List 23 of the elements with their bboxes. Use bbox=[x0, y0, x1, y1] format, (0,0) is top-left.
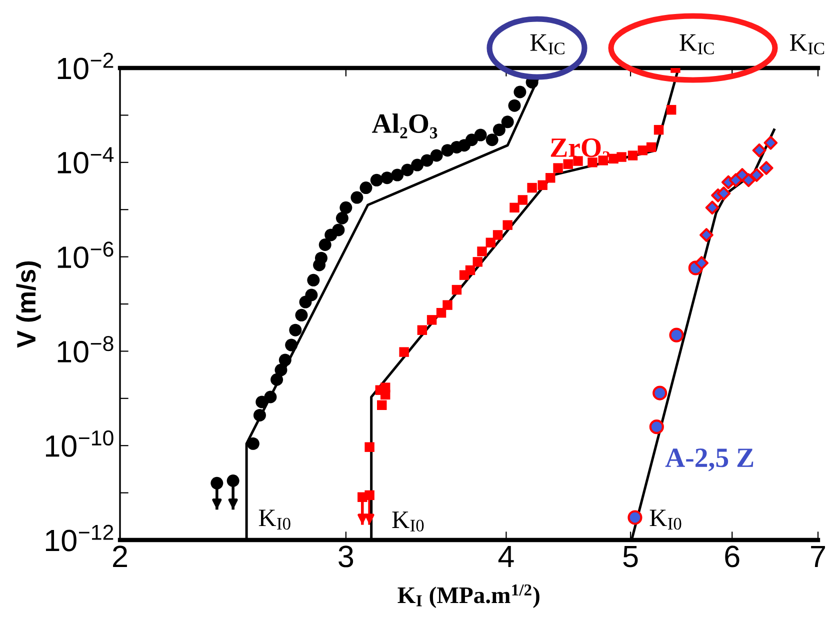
x-tick-label: 2 bbox=[113, 546, 127, 568]
y-tick-label: 10$^{−12}$ bbox=[46, 524, 114, 552]
annotation: K$_{I0}$ bbox=[650, 510, 682, 530]
series-label: A-2,5 Z bbox=[665, 448, 754, 472]
x-tick-label: 5 bbox=[623, 546, 638, 568]
y-tick-label: 10$^{−2}$ bbox=[58, 52, 114, 80]
x-tick-label: 7 bbox=[811, 546, 825, 568]
text: K$_{IC}$ bbox=[790, 34, 824, 54]
series-label: Al₂O₃ bbox=[372, 113, 438, 138]
text: K$_{IC}$ bbox=[530, 34, 564, 54]
y-axis-title: V (m/s) bbox=[16, 261, 41, 348]
y-tick-label: 10$^{−4}$ bbox=[58, 147, 114, 174]
x-tick-label: 3 bbox=[338, 546, 354, 568]
text: K$_{IC}$ bbox=[680, 34, 714, 54]
y-tick-label: 10$^{−8}$ bbox=[58, 336, 114, 363]
series-label: ZrO₂ bbox=[550, 138, 610, 162]
annotation: K$_{I0}$ bbox=[392, 512, 424, 532]
annotation: K$_{I0}$ bbox=[258, 510, 290, 530]
x-axis-title: K$_{I}$ (MPa.m$^{1/2}$) bbox=[398, 584, 540, 608]
y-tick-label: 10$^{−6}$ bbox=[58, 242, 114, 268]
y-tick-label: 10$^{−10}$ bbox=[46, 430, 114, 457]
x-tick-label: 4 bbox=[498, 546, 514, 568]
x-tick-label: 6 bbox=[725, 546, 740, 568]
